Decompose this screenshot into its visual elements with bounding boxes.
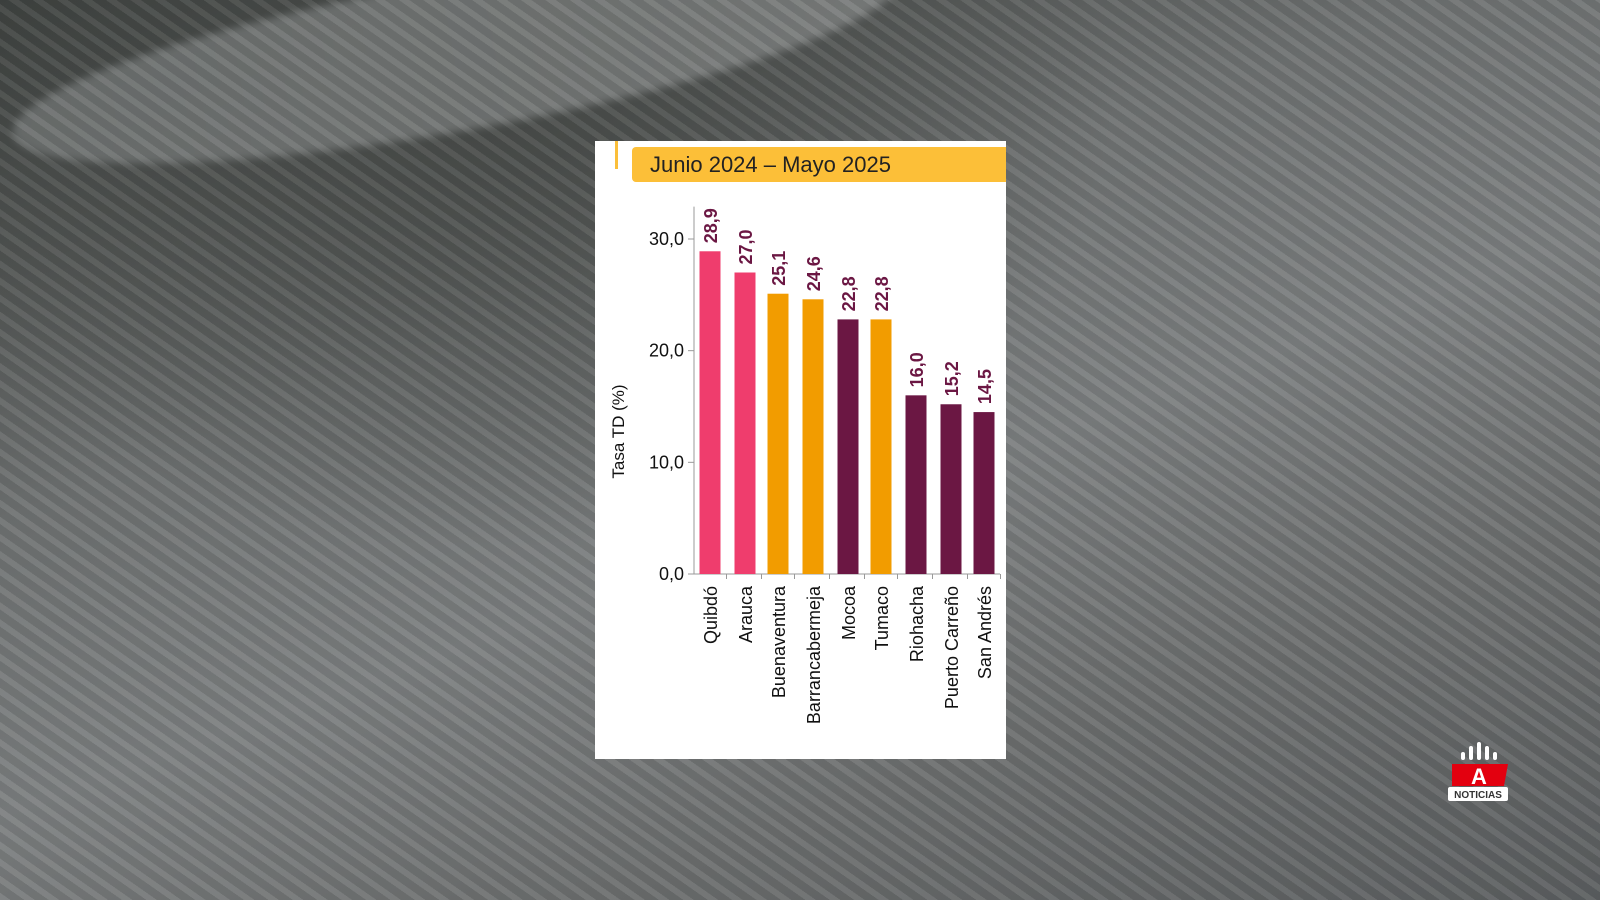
x-tick-label: Mocoa: [839, 585, 859, 640]
data-label: 22,8: [872, 276, 892, 311]
data-label: 27,0: [736, 229, 756, 264]
bar-san-andr-s: [973, 412, 995, 574]
bar-riohacha: [905, 395, 927, 574]
logo-text: NOTICIAS: [1454, 790, 1502, 801]
x-tick-label: San Andrés: [975, 586, 995, 679]
bar-buenaventura: [767, 293, 789, 574]
data-label: 24,6: [804, 256, 824, 291]
logo-icon: A NOTICIAS: [1448, 742, 1508, 801]
data-label: 14,5: [975, 369, 995, 404]
data-label: 25,1: [769, 251, 789, 286]
x-tick-label: Buenaventura: [769, 585, 789, 698]
x-tick-label: Riohacha: [907, 585, 927, 662]
data-label: 28,9: [701, 208, 721, 243]
bar-arauca: [734, 272, 756, 574]
bar-mocoa: [837, 319, 859, 574]
chart-panel: [595, 141, 1006, 759]
bar-barrancabermeja: [802, 299, 824, 574]
bar-quibd-: [699, 251, 721, 575]
y-tick-label: 30,0: [649, 229, 684, 249]
y-tick-label: 20,0: [649, 341, 684, 361]
x-tick-label: Tumaco: [872, 586, 892, 650]
x-tick-label: Arauca: [736, 585, 756, 643]
x-tick-label: Quibdó: [701, 586, 721, 644]
data-label: 22,8: [839, 276, 859, 311]
accent-line: [615, 141, 618, 169]
y-axis-label: Tasa TD (%): [609, 384, 628, 478]
x-tick-label: Puerto Carreño: [942, 586, 962, 709]
bar-tumaco: [870, 319, 892, 574]
bar-puerto-carre-o: [940, 404, 962, 574]
data-label: 16,0: [907, 352, 927, 387]
data-label: 15,2: [942, 361, 962, 396]
chart-title: Junio 2024 – Mayo 2025: [632, 147, 1006, 182]
y-tick-label: 10,0: [649, 452, 684, 472]
x-tick-label: Barrancabermeja: [804, 585, 824, 724]
y-tick-label: 0,0: [659, 564, 684, 584]
news-logo: A NOTICIAS: [1444, 742, 1514, 812]
logo-letter: A: [1471, 764, 1487, 789]
